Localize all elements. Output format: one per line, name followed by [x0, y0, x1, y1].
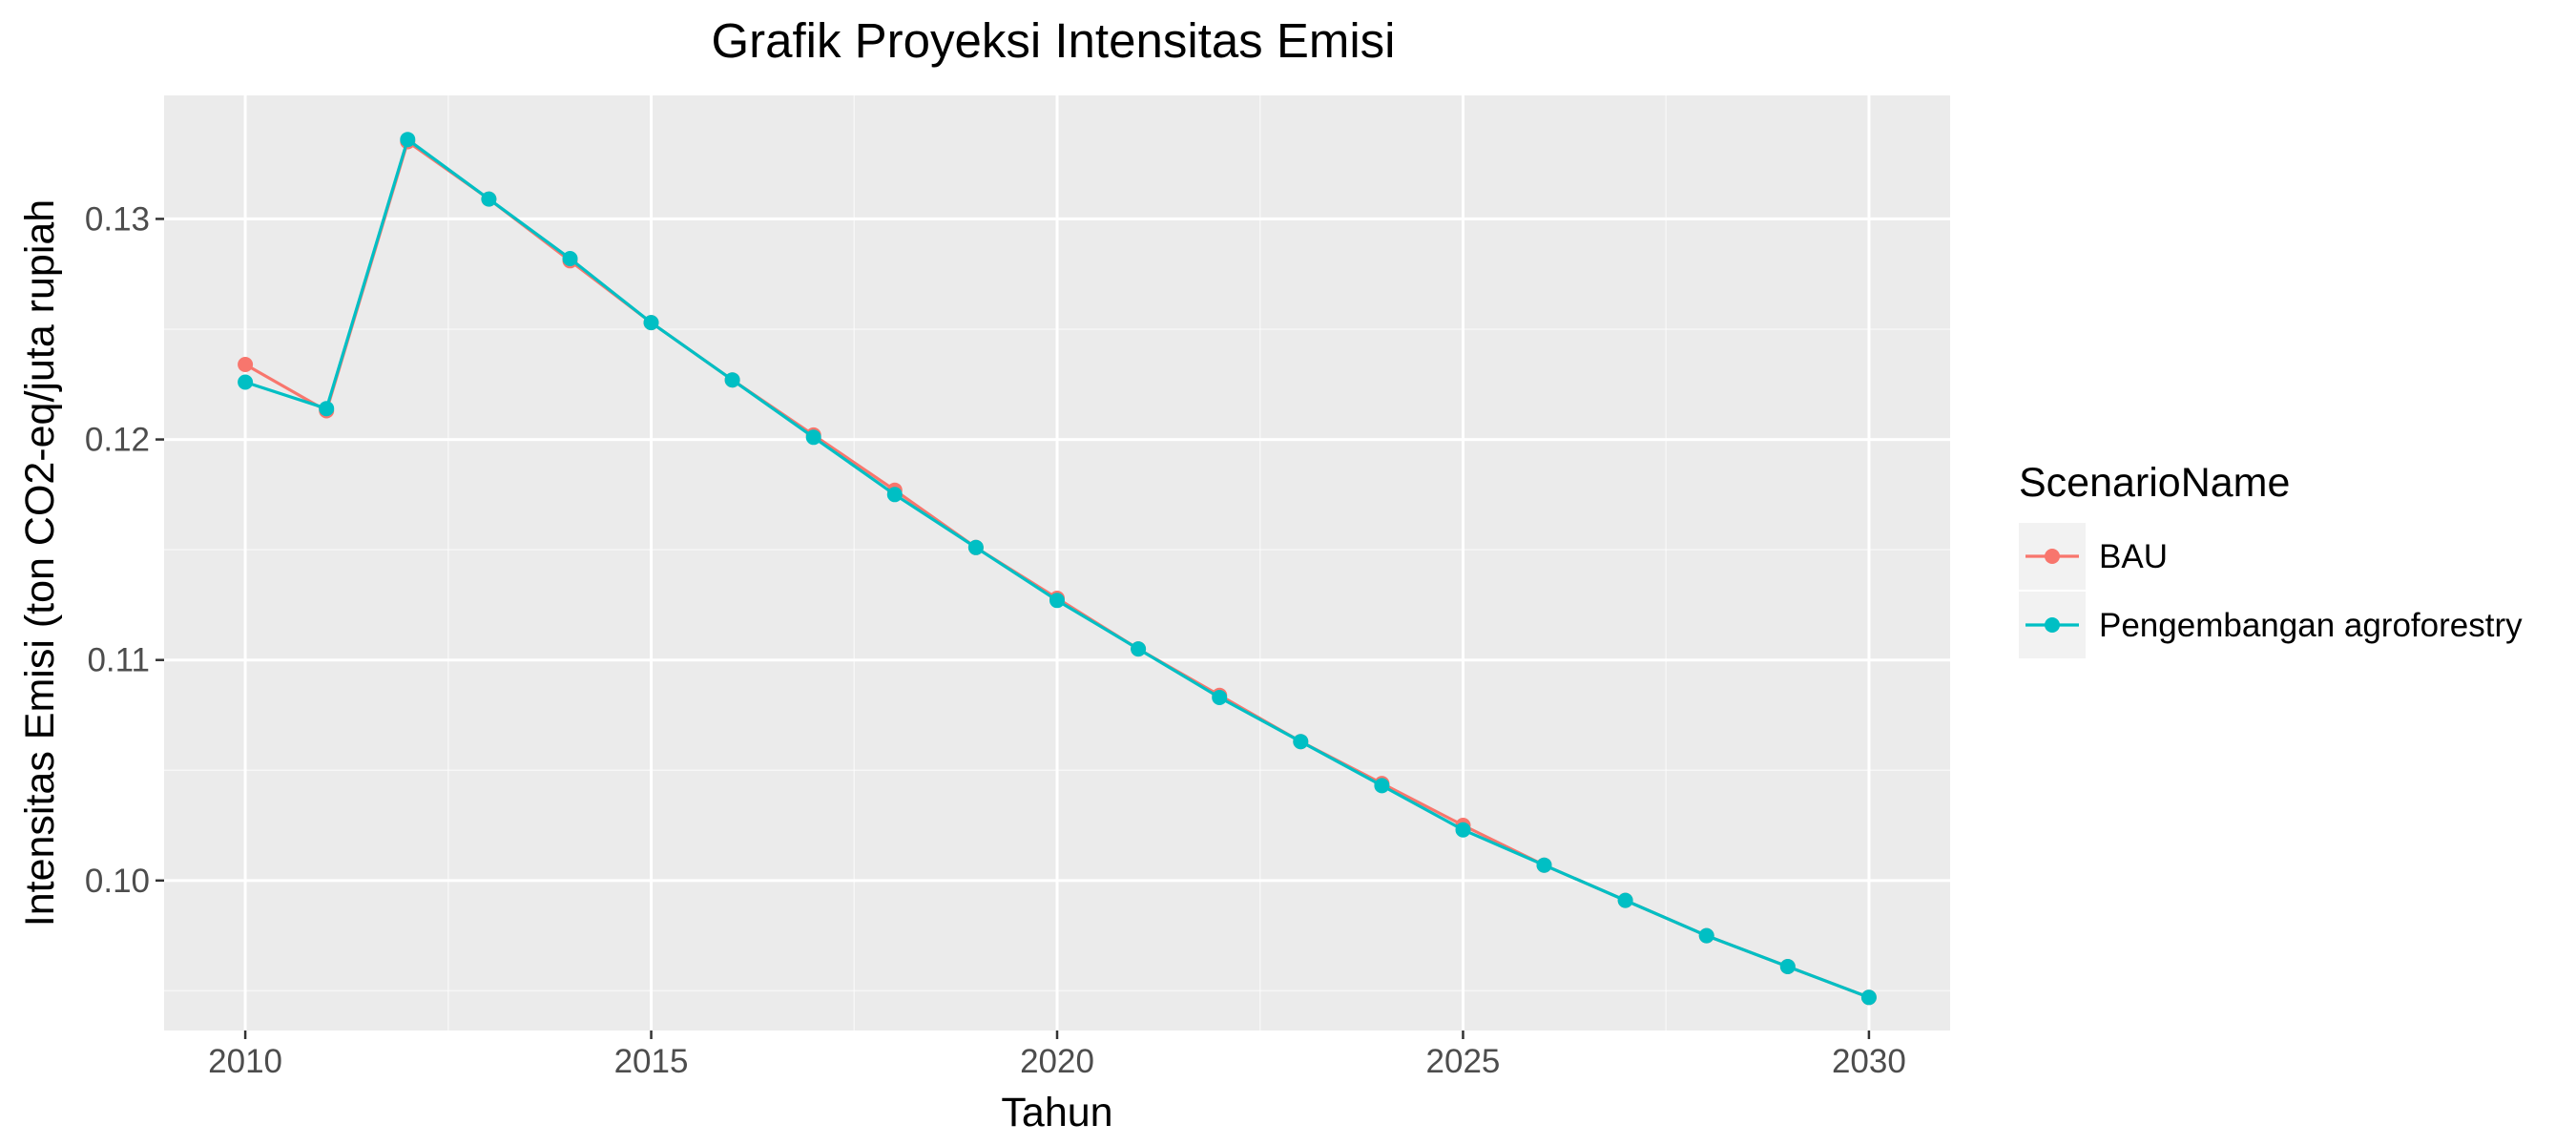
y-axis-title: Intensitas Emisi (ton CO2-eq/juta rupiah [17, 199, 63, 926]
legend-label: Pengembangan agroforestry [2099, 607, 2523, 644]
legend-key-point [2045, 617, 2060, 633]
data-point [1049, 593, 1065, 609]
data-point [1617, 892, 1633, 908]
major-grid [164, 95, 1950, 1030]
data-point [1860, 989, 1877, 1006]
data-point [1374, 778, 1390, 794]
y-tick-label: 0.13 [85, 200, 150, 238]
data-point [1212, 690, 1228, 705]
legend-title: ScenarioName [2019, 460, 2290, 506]
data-point [643, 315, 659, 331]
data-point [319, 401, 335, 417]
data-point [724, 372, 740, 388]
x-tick-label: 2025 [1426, 1043, 1501, 1080]
x-axis: 2010 2015 2020 2025 2030 [208, 1030, 1906, 1080]
legend-item: BAU [2019, 523, 2168, 590]
x-tick-label: 2020 [1020, 1043, 1094, 1080]
data-point [400, 132, 416, 148]
y-axis: 0.10 0.11 0.12 0.13 [85, 200, 164, 900]
legend-item: Pengembangan agroforestry [2019, 592, 2523, 658]
data-point [1698, 927, 1714, 944]
y-tick-label: 0.10 [85, 863, 150, 900]
y-tick-label: 0.12 [85, 422, 150, 459]
legend-key-point [2045, 549, 2060, 564]
data-point [1536, 857, 1552, 873]
series-2 [238, 132, 1877, 1006]
data-point [967, 539, 984, 555]
data-point [238, 374, 254, 390]
data-point [805, 429, 821, 446]
data-point [1455, 822, 1471, 838]
data-point [1779, 959, 1796, 974]
data-point [1131, 641, 1147, 657]
x-tick-label: 2010 [208, 1043, 282, 1080]
legend: ScenarioName BAU Pengembangan agroforestr… [2019, 460, 2523, 658]
data-point [1293, 734, 1309, 750]
data-point [238, 357, 254, 372]
series-layer [238, 132, 1877, 1006]
data-point [562, 251, 578, 266]
x-tick-label: 2030 [1832, 1043, 1906, 1080]
legend-label: BAU [2099, 538, 2168, 575]
legend-items: BAU Pengembangan agroforestry [2019, 523, 2523, 658]
data-point [886, 487, 903, 503]
x-tick-label: 2015 [614, 1043, 689, 1080]
data-point [481, 191, 497, 207]
y-tick-label: 0.11 [87, 642, 150, 679]
x-axis-title: Tahun [1001, 1090, 1112, 1135]
chart-title: Grafik Proyeksi Intensitas Emisi [711, 13, 1395, 68]
